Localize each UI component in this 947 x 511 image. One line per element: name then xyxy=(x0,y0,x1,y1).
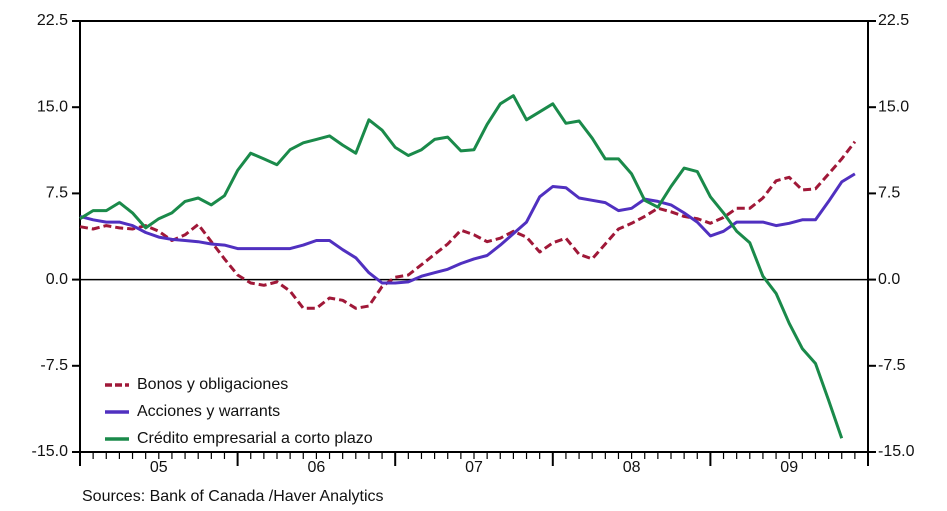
y-tick-label: 15.0 xyxy=(37,98,68,115)
legend-label: Crédito empresarial a corto plazo xyxy=(137,430,373,447)
y-tick-label: 0.0 xyxy=(46,271,68,288)
source: Sources: Bank of Canada /Haver Analytics xyxy=(82,488,384,505)
y-tick-label: -7.5 xyxy=(40,357,68,374)
y2-tick-label: 0.0 xyxy=(878,271,900,288)
y2-tick-label: 22.5 xyxy=(878,12,909,29)
x-tick-label: 06 xyxy=(308,459,326,476)
legend-label: Bonos y obligaciones xyxy=(137,376,288,393)
y2-tick-label: -15.0 xyxy=(878,443,915,460)
y-tick-label: -15.0 xyxy=(32,443,69,460)
legend-label: Acciones y warrants xyxy=(137,403,280,420)
series-line xyxy=(79,140,857,310)
y2-tick-label: -7.5 xyxy=(878,357,906,374)
series-line xyxy=(79,172,856,285)
x-tick-label: 07 xyxy=(465,459,483,476)
x-tick-label: 08 xyxy=(623,459,641,476)
y2-tick-label: 7.5 xyxy=(878,185,900,202)
y-tick-label: 22.5 xyxy=(37,12,68,29)
series-line xyxy=(79,94,844,439)
y-tick-label: 7.5 xyxy=(46,185,68,202)
x-tick-label: 09 xyxy=(780,459,798,476)
x-tick-label: 05 xyxy=(150,459,168,476)
y2-tick-label: 15.0 xyxy=(878,98,909,115)
